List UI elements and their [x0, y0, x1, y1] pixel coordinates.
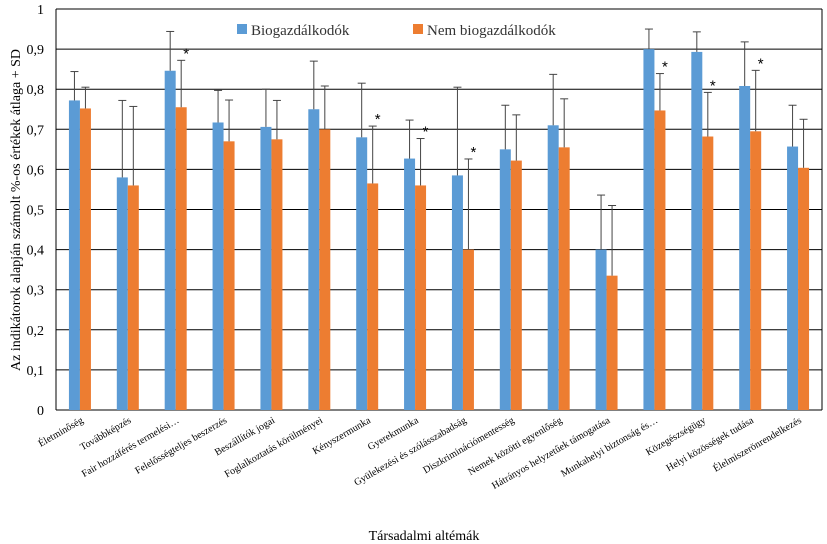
bar-nem-biogazdalkodok [367, 183, 379, 410]
significance-star: * [662, 59, 668, 76]
significance-star: * [471, 144, 477, 161]
y-tick-label: 0 [37, 404, 44, 419]
bar-biogazdalkodok [595, 249, 607, 410]
bar-biogazdalkodok [356, 137, 368, 410]
bar-nem-biogazdalkodok [798, 167, 810, 410]
error-bars [70, 28, 808, 276]
x-axis-title: Társadalmi altémák [369, 529, 480, 544]
bar-nem-biogazdalkodok [750, 131, 762, 410]
bar-nem-biogazdalkodok [271, 139, 283, 410]
bar-biogazdalkodok [787, 146, 799, 410]
y-tick-label: 0,9 [27, 43, 45, 58]
y-tick-label: 0,2 [27, 324, 45, 339]
bar-nem-biogazdalkodok [462, 249, 474, 410]
y-axis-tick-labels: 0 0,1 0,2 0,3 0,4 0,5 0,6 0,7 0,8 0,9 1 [27, 3, 45, 419]
bar-nem-biogazdalkodok [175, 107, 187, 411]
bar-nem-biogazdalkodok [510, 160, 522, 410]
x-category-label: Helyi közösségek tudása [665, 415, 757, 474]
bar-biogazdalkodok [116, 177, 128, 410]
x-category-label: Felelősségteljes beszerzés [133, 415, 229, 477]
significance-star: * [183, 45, 189, 62]
bar-nem-biogazdalkodok [319, 129, 331, 411]
y-tick-label: 0,7 [27, 123, 45, 138]
y-tick-label: 0,5 [27, 204, 45, 219]
bar-biogazdalkodok [164, 70, 176, 410]
legend-label-nem-biogazdalkodok: Nem biogazdálkodók [427, 23, 556, 39]
significance-markers: * * * * * * * [183, 45, 764, 161]
bar-nem-biogazdalkodok [127, 185, 139, 410]
significance-star: * [758, 55, 764, 72]
significance-star: * [710, 77, 716, 94]
bars [68, 49, 810, 411]
bar-nem-biogazdalkodok [223, 141, 235, 410]
bar-nem-biogazdalkodok [654, 110, 666, 410]
significance-star: * [375, 111, 381, 128]
bar-biogazdalkodok [499, 149, 511, 410]
bar-nem-biogazdalkodok [558, 147, 570, 410]
bar-nem-biogazdalkodok [79, 108, 91, 410]
legend-swatch-nem-biogazdalkodok [413, 24, 423, 34]
bar-nem-biogazdalkodok [415, 185, 427, 410]
x-category-label: Élelmiszerönrendelkezés [711, 414, 804, 474]
legend-label-biogazdalkodok: Biogazdálkodók [251, 23, 350, 39]
bar-nem-biogazdalkodok [702, 136, 714, 410]
y-tick-label: 0,4 [27, 244, 45, 259]
bar-biogazdalkodok [643, 49, 655, 410]
bar-biogazdalkodok [739, 85, 751, 410]
significance-star: * [423, 124, 429, 141]
legend: Biogazdálkodók Nem biogazdálkodók [237, 23, 556, 39]
bar-biogazdalkodok [451, 175, 463, 410]
y-axis-title: Az indikátorok alapján számolt %-os érté… [9, 49, 24, 371]
y-tick-label: 0,8 [27, 83, 45, 98]
bar-biogazdalkodok [404, 158, 416, 410]
bar-biogazdalkodok [260, 126, 272, 411]
y-tick-label: 0,1 [27, 364, 45, 379]
legend-swatch-biogazdalkodok [237, 24, 247, 34]
bar-biogazdalkodok [691, 51, 703, 410]
bar-biogazdalkodok [212, 122, 224, 410]
bar-biogazdalkodok [308, 109, 320, 410]
bar-biogazdalkodok [68, 100, 80, 410]
bar-biogazdalkodok [547, 125, 559, 410]
y-tick-label: 0,3 [27, 284, 45, 299]
y-tick-label: 1 [37, 3, 44, 18]
bar-nem-biogazdalkodok [606, 275, 618, 410]
y-tick-label: 0,6 [27, 163, 45, 178]
